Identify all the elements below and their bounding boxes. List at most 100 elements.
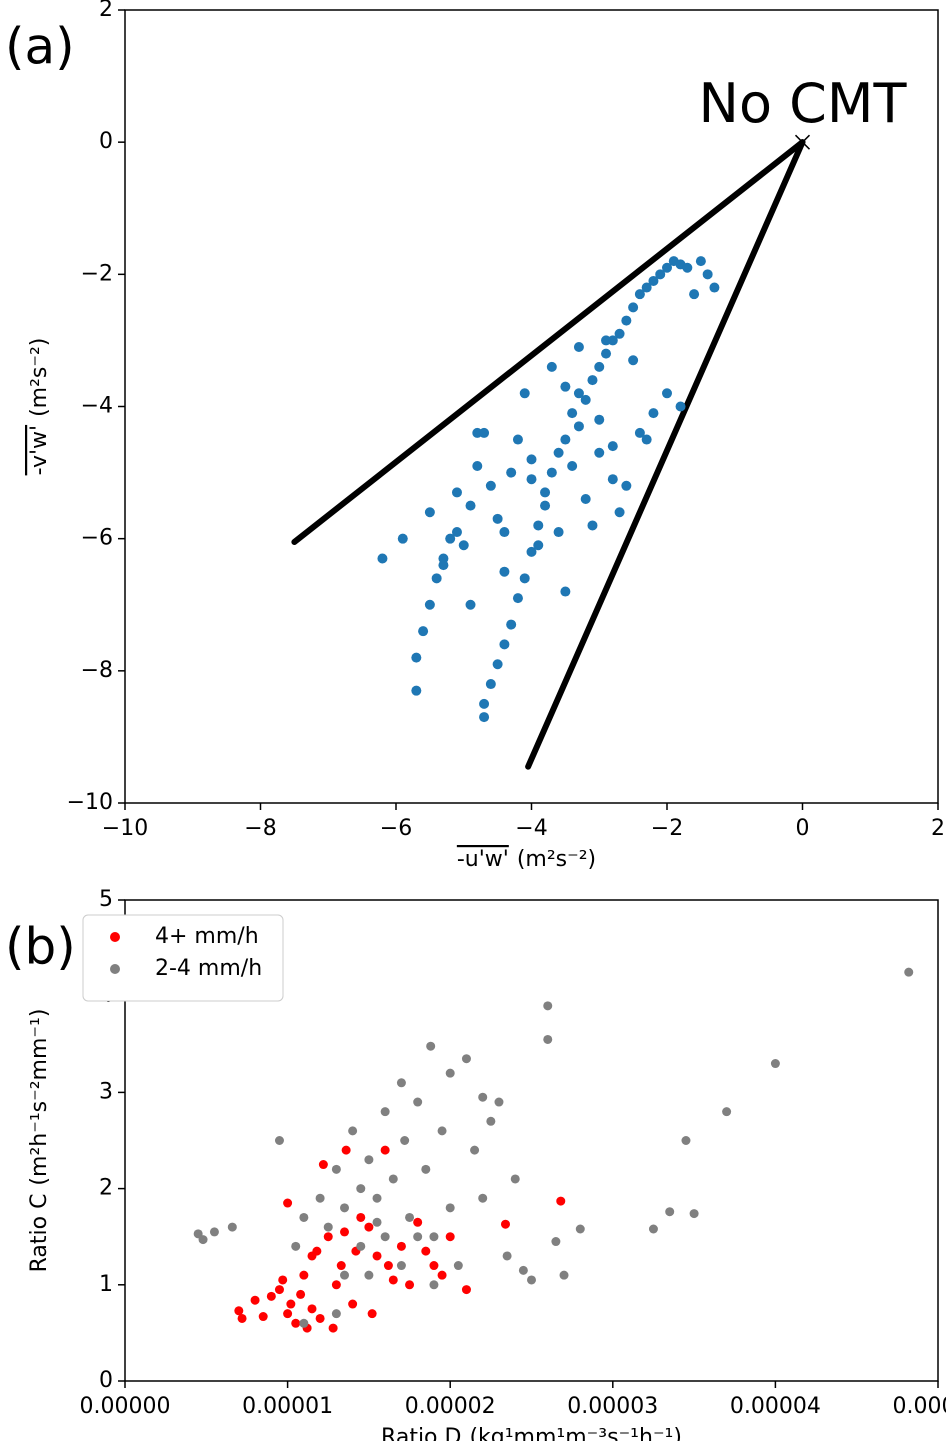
point [500, 1219, 510, 1229]
panel-label: (a) [5, 18, 75, 76]
point [499, 527, 510, 538]
point [341, 1145, 351, 1155]
point [526, 454, 537, 465]
point [607, 474, 618, 485]
point [621, 480, 632, 491]
point [512, 593, 523, 604]
point [340, 1270, 350, 1280]
point [383, 1261, 393, 1271]
point [356, 1241, 366, 1251]
point [546, 361, 557, 372]
point [648, 408, 659, 419]
point [283, 1309, 293, 1319]
point [682, 262, 693, 273]
point [479, 712, 490, 723]
point [770, 1059, 780, 1069]
point [336, 1261, 346, 1271]
axis-label: Ratio C (m²h⁻¹s⁻²mm⁻¹) [27, 1009, 52, 1273]
point [234, 1306, 244, 1316]
legend-marker [110, 964, 120, 974]
point [904, 967, 914, 977]
point [258, 1312, 268, 1322]
point [580, 394, 591, 405]
point [594, 447, 605, 458]
point [648, 275, 659, 286]
point [556, 1196, 566, 1206]
point [472, 460, 483, 471]
point [437, 1126, 447, 1136]
point [573, 342, 584, 353]
point [396, 1261, 406, 1271]
point [594, 361, 605, 372]
point [411, 685, 422, 696]
x-tick-label: 0.00003 [567, 1394, 658, 1419]
x-tick-label: 0.00002 [405, 1394, 496, 1419]
y-tick-label: −10 [67, 790, 113, 815]
axis-label-units: (m²h⁻¹s⁻²mm⁻¹) [27, 1009, 52, 1186]
axis-label: Ratio D (kg¹mm¹m⁻³s⁻¹h⁻¹) [381, 1425, 682, 1441]
point [372, 1251, 382, 1261]
point [543, 1001, 553, 1011]
point [367, 1309, 377, 1319]
point [499, 566, 510, 577]
legend-label: 2-4 mm/h [155, 956, 262, 981]
point [380, 1107, 390, 1117]
point [328, 1323, 338, 1333]
axis-label-units: (kg¹mm¹m⁻³s⁻¹h⁻¹) [469, 1425, 682, 1441]
point [553, 527, 564, 538]
point [575, 1224, 585, 1234]
point [372, 1193, 382, 1203]
point [331, 1280, 341, 1290]
point [397, 533, 408, 544]
point [665, 1207, 675, 1217]
point [662, 262, 672, 273]
point [283, 1198, 293, 1208]
point [340, 1227, 350, 1237]
point [553, 447, 564, 458]
point [356, 1184, 366, 1194]
point [299, 1318, 309, 1328]
point [340, 1203, 350, 1213]
axis-label-name: Ratio C [27, 1194, 52, 1273]
point [560, 434, 571, 445]
point [478, 1193, 488, 1203]
x-tick-label: 0.00005 [893, 1394, 946, 1419]
point [299, 1270, 309, 1280]
point [291, 1318, 301, 1328]
axis-label-name: -u'w' [457, 847, 509, 872]
point [426, 1041, 436, 1051]
point [506, 619, 517, 630]
point [540, 487, 551, 498]
point [502, 1251, 512, 1261]
x-tick-label: 2 [931, 816, 945, 841]
point [458, 540, 469, 551]
point [628, 355, 639, 366]
point [587, 520, 598, 531]
point [533, 540, 544, 551]
point [424, 599, 435, 610]
legend-label: 4+ mm/h [155, 924, 259, 949]
point [478, 1092, 488, 1102]
point [559, 1270, 569, 1280]
point [560, 586, 571, 597]
point [689, 289, 700, 300]
point [485, 480, 496, 491]
axis-label-units: (m²s⁻²) [517, 847, 596, 872]
point [662, 388, 672, 399]
point [573, 421, 584, 432]
point [429, 1280, 439, 1290]
point [519, 573, 530, 584]
point [274, 1136, 284, 1145]
point [318, 1160, 328, 1170]
y-tick-label: −6 [81, 526, 113, 551]
x-tick-label: −8 [244, 816, 276, 841]
point [431, 573, 442, 584]
point [573, 388, 584, 399]
point [607, 441, 618, 452]
point [388, 1275, 398, 1285]
reference-line [525, 139, 806, 770]
point [510, 1174, 520, 1184]
point [418, 626, 429, 637]
point [560, 381, 571, 392]
